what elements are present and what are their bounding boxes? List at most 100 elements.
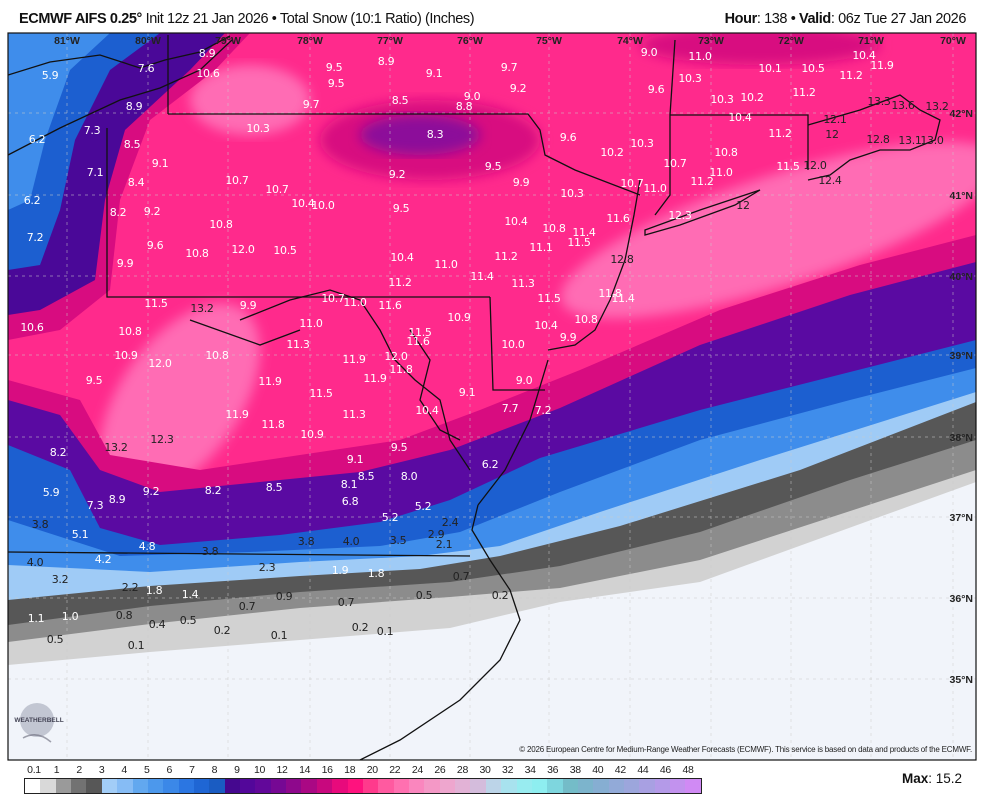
snowfall-value-label: 10.5 xyxy=(273,244,297,257)
snowfall-value-label: 8.5 xyxy=(124,138,141,151)
snowfall-value-label: 11.5 xyxy=(309,387,333,400)
snowfall-value-label: 0.1 xyxy=(271,629,288,642)
field-blue-mid-west xyxy=(8,33,110,210)
color-legend-bar xyxy=(24,778,702,794)
snowfall-value-label: 10.7 xyxy=(321,292,345,305)
legend-tick-label: 9 xyxy=(234,764,240,776)
snowfall-value-label: 8.1 xyxy=(341,478,358,491)
legend-swatch xyxy=(624,779,640,793)
snowfall-value-label: 10.4 xyxy=(291,197,315,210)
snowfall-value-label: 6.8 xyxy=(342,495,359,508)
snowfall-value-label: 5.1 xyxy=(72,528,89,541)
snowfall-value-label: 11.2 xyxy=(388,276,411,289)
legend-swatch xyxy=(101,779,118,793)
snowfall-value-label: 11.0 xyxy=(299,317,323,330)
legend-tick-label: 16 xyxy=(321,764,333,776)
snowfall-value-label: 9.5 xyxy=(393,202,410,215)
border-line xyxy=(168,113,641,196)
snowfall-value-label: 9.7 xyxy=(501,61,518,74)
legend-ticks: 0.1 1 2 3 4 5 6 7 8 9 10 12 14 16 18 20 22 24 26 28 30 32 34 36… xyxy=(0,764,984,776)
legend-swatch xyxy=(562,779,578,793)
axis-labels: 81°W 80°W 79°W 78°W 77°W 76°W 75°W 74°W 73°W 72°W… xyxy=(54,35,973,686)
legend-swatch xyxy=(516,779,532,793)
border-line xyxy=(359,504,521,760)
snowfall-value-label: 0.5 xyxy=(180,614,197,627)
snowfall-value-label: 8.9 xyxy=(378,55,395,68)
run-description: Init 12z 21 Jan 2026 • Total Snow (10:1 … xyxy=(141,11,475,27)
legend-swatch xyxy=(286,779,302,793)
snowfall-value-label: 5.9 xyxy=(42,69,59,82)
snowfall-value-label: 2.2 xyxy=(122,581,139,594)
degree-symbol: ° xyxy=(136,11,143,27)
snowfall-value-label: 11.5 xyxy=(537,292,561,305)
legend-tick-label: 2 xyxy=(76,764,82,776)
snowfall-value-label: 9.9 xyxy=(240,299,257,312)
snowfall-value-label: 8.2 xyxy=(110,206,127,219)
legend-swatch xyxy=(255,779,271,793)
snowfall-value-label: 12.3 xyxy=(668,209,692,222)
legend-swatch xyxy=(178,779,194,793)
snowfall-value-label: 10.5 xyxy=(801,62,825,75)
legend-tick-label: 22 xyxy=(389,764,401,776)
longitude-label: 71°W xyxy=(858,35,884,47)
map-frame xyxy=(7,32,977,761)
border-line xyxy=(409,329,461,441)
legend-swatch xyxy=(424,779,440,793)
snowfall-value-label: 11.3 xyxy=(286,338,310,351)
snowfall-value-label: 7.3 xyxy=(84,124,101,137)
snowfall-value-label: 10.2 xyxy=(600,146,623,159)
snowfall-value-label: 10.6 xyxy=(196,67,220,80)
hour-value: : 138 • xyxy=(756,11,800,27)
snowfall-value-label: 10.8 xyxy=(209,218,233,231)
snowfall-value-label: 9.2 xyxy=(143,485,160,498)
snowfall-value-label: 10.8 xyxy=(714,146,738,159)
legend-tick-label: 18 xyxy=(344,764,356,776)
snowfall-value-label: 4.0 xyxy=(27,556,44,569)
snowfall-value-label: 9.5 xyxy=(326,61,343,74)
snowfall-value-label: 11.2 xyxy=(690,175,713,188)
legend-swatch xyxy=(362,779,379,793)
legend-swatch xyxy=(378,779,394,793)
snowfall-value-label: 12.0 xyxy=(148,357,172,370)
snowfall-value-label: 9.5 xyxy=(86,374,103,387)
snowfall-value-label: 4.0 xyxy=(343,535,360,548)
legend-swatch xyxy=(209,779,225,793)
snowfall-value-label: 2.1 xyxy=(436,538,453,551)
snowfall-value-label: 10.0 xyxy=(501,338,525,351)
snowfall-value-label: 5.2 xyxy=(415,500,432,513)
snowfall-value-label: 8.9 xyxy=(126,100,143,113)
legend-tick-label: 34 xyxy=(524,764,536,776)
snowfall-value-label: 11.0 xyxy=(343,296,367,309)
snowfall-value-label: 1.8 xyxy=(368,567,385,580)
snowfall-value-label: 10.9 xyxy=(447,311,471,324)
snowfall-value-label: 10.3 xyxy=(678,72,702,85)
snowfall-value-label: 11.8 xyxy=(389,363,413,376)
legend-swatch xyxy=(439,779,456,793)
legend-tick-label: 1 xyxy=(53,764,60,776)
snowfall-value-label: 11.6 xyxy=(378,299,402,312)
legend-tick-label: 26 xyxy=(434,764,446,776)
snowfall-value-label: 11.9 xyxy=(363,372,387,385)
field-light-pink-ridge xyxy=(100,303,260,497)
svg-text:WEATHERBELL: WEATHERBELL xyxy=(14,717,63,724)
snowfall-value-label: 0.5 xyxy=(416,589,433,602)
longitude-label: 73°W xyxy=(698,35,724,47)
legend-tick-label: 32 xyxy=(502,764,514,776)
snowfall-value-label: 3.8 xyxy=(298,535,315,548)
legend-tick-label: 24 xyxy=(411,764,423,776)
snowfall-value-label: 8.2 xyxy=(50,446,67,459)
snowfall-value-label: 8.9 xyxy=(109,493,126,506)
snowfall-value-label: 11.0 xyxy=(709,166,733,179)
border-line xyxy=(477,359,549,506)
legend-tick-label: 30 xyxy=(479,764,491,776)
border-line xyxy=(644,189,761,236)
snowfall-value-label: 9.6 xyxy=(147,239,164,252)
snowfall-value-label: 7.7 xyxy=(502,402,519,415)
hour-label: Hour xyxy=(724,11,758,27)
snowfall-value-label: 6.2 xyxy=(482,458,499,471)
legend-swatch xyxy=(593,779,609,793)
legend-swatch xyxy=(577,779,594,793)
snowfall-value-label: 10.4 xyxy=(728,111,752,124)
max-label: Max xyxy=(901,771,929,786)
snowfall-value-label: 9.5 xyxy=(391,441,408,454)
